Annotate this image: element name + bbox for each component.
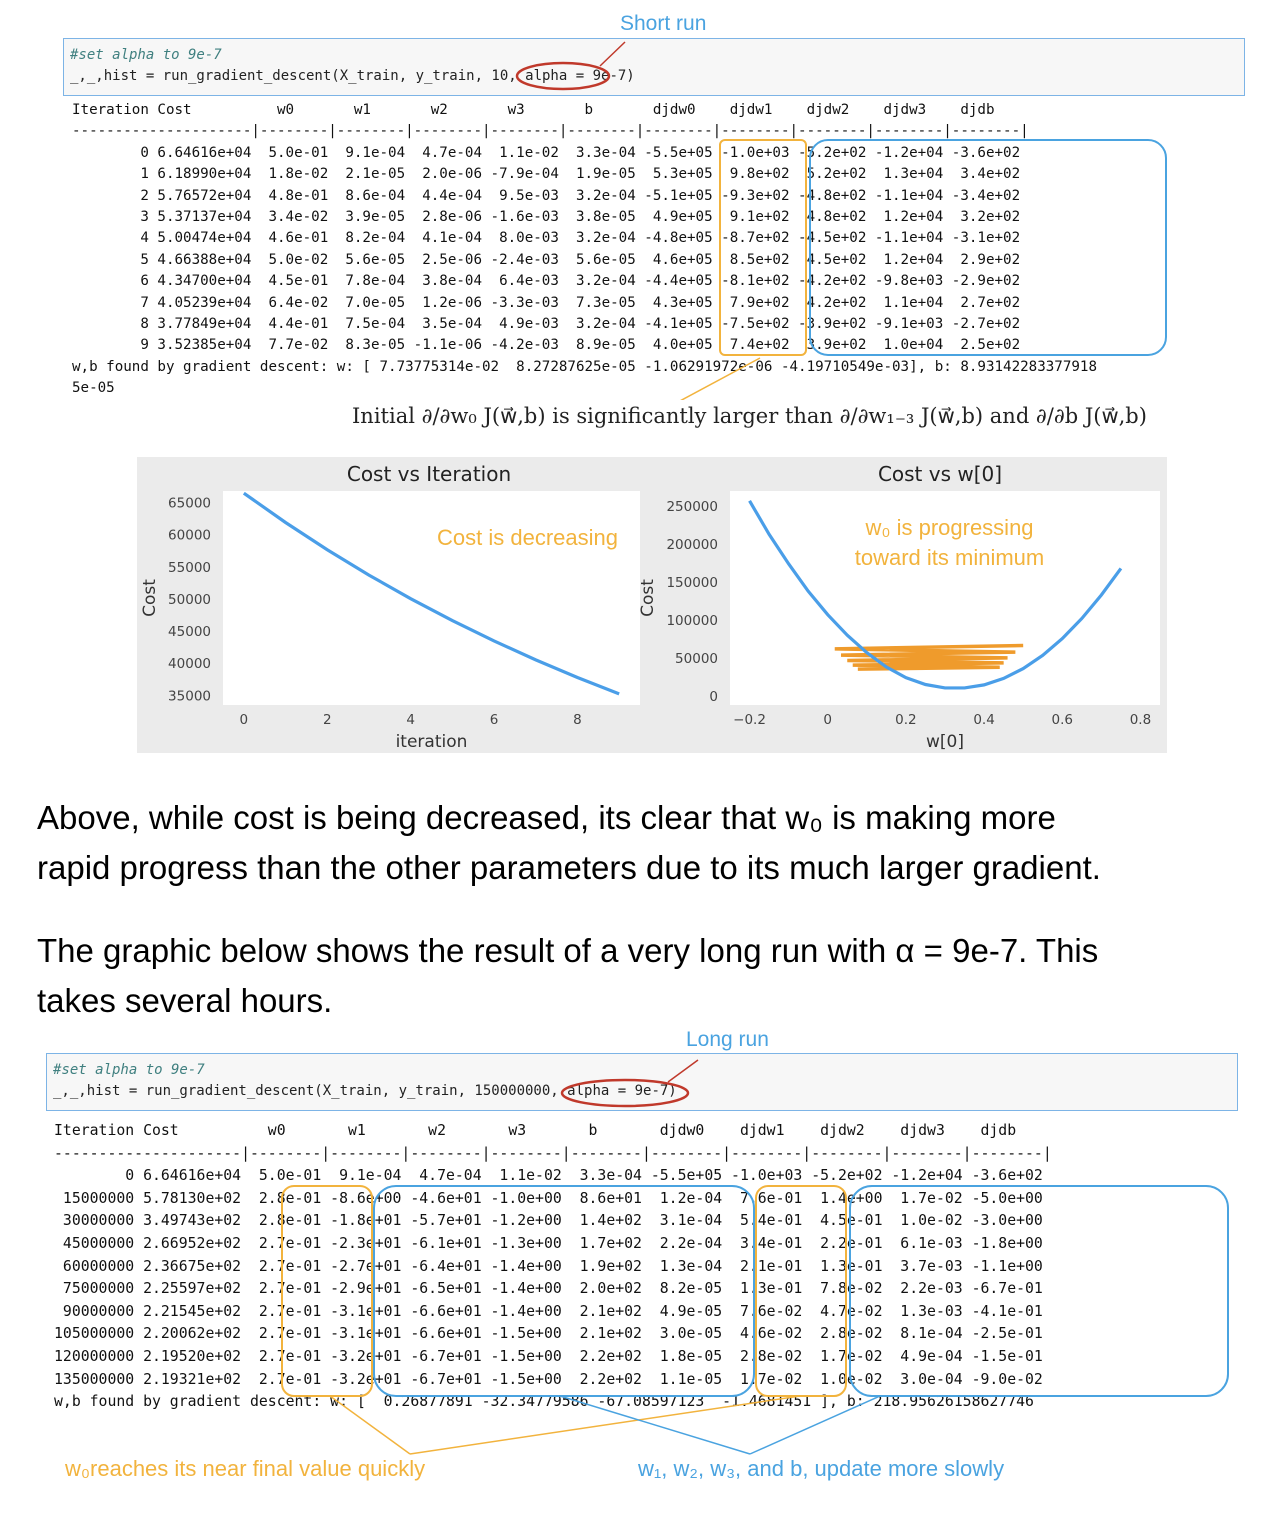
chart-0-xtick-label: 6: [490, 712, 499, 728]
chart-0-ytick-label: 45000: [168, 624, 211, 640]
w0-arrow-2: [409, 1395, 801, 1455]
long-run-arrow: [667, 1059, 699, 1083]
chart-0-title: Cost vs Iteration: [347, 462, 511, 486]
w0-highlight-box: [281, 1185, 373, 1397]
chart-0-ytick-label: 65000: [168, 496, 211, 512]
w0-arrow-1: [329, 1395, 411, 1455]
w0-descent-path: [834, 643, 1024, 671]
chart-1-ytick-label: 100000: [666, 613, 718, 629]
paragraph-2: The graphic below shows the result of a …: [37, 926, 1098, 1026]
chart-1-xlabel: w[0]: [926, 732, 964, 752]
short-run-highlights: [515, 41, 1167, 400]
chart-0-xtick-label: 8: [573, 712, 582, 728]
chart-1-ytick-label: 150000: [666, 575, 718, 591]
chart-1-xtick-label: 0.2: [895, 712, 916, 728]
paragraph-2-line-1: The graphic below shows the result of a …: [37, 932, 1099, 969]
chart-1-xtick-label: −0.2: [733, 712, 766, 728]
others-arrow-1: [559, 1395, 751, 1455]
w0-quick-annotation: w₀reaches its near final value quickly: [65, 1456, 426, 1481]
short-run-arrow: [599, 41, 626, 67]
chart-0-xtick-label: 2: [323, 712, 332, 728]
charts-svg: Cost vs Iteration iteration Cost 0 2 4 6 8 35000…: [140, 462, 1160, 752]
cost-vs-w0-curve: [748, 500, 1123, 690]
others-slow-annotation: w₁, w₂, w₃, and b, update more slowly: [638, 1456, 1005, 1481]
short-run-code-cell[interactable]: #set alpha to 9e-7 _,_,hist = run_gradie…: [63, 38, 1245, 96]
chart-0-ytick-label: 35000: [168, 688, 211, 704]
initial-gradient-note: Initial ∂/∂w₀ J(w⃗,b) is significantly l…: [352, 404, 1147, 428]
chart-0-ylabel: Cost: [140, 579, 160, 617]
paragraph-1: Above, while cost is being decreased, it…: [37, 793, 1101, 893]
chart-1-ytick-label: 250000: [666, 499, 718, 515]
paragraph-2-line-2: takes several hours.: [37, 982, 333, 1019]
short-run-label: Short run: [620, 12, 707, 35]
others-arrow-2: [749, 1395, 881, 1455]
long-run-code-call: _,_,hist = run_gradient_descent(X_train,…: [53, 1083, 677, 1099]
long-run-label: Long run: [686, 1028, 769, 1051]
other-gradients-long-highlight-box: [849, 1185, 1229, 1397]
chart-0-ytick-label: 40000: [168, 656, 211, 672]
long-run-highlights: [281, 1059, 1229, 1455]
initial-note-arrow: [680, 357, 761, 400]
djdw0-highlight-box: [719, 139, 807, 356]
long-run-code-comment: #set alpha to 9e-7: [53, 1062, 205, 1078]
cost-vs-iteration-line: [242, 491, 620, 696]
paragraph-1-line-1: Above, while cost is being decreased, it…: [37, 799, 1056, 836]
chart-0-ytick-label: 55000: [168, 560, 211, 576]
iterations-highlight-ellipse: [515, 61, 611, 91]
chart-0-xtick-label: 4: [406, 712, 415, 728]
chart-1-ytick-label: 0: [709, 689, 718, 705]
chart-0-ytick-label: 60000: [168, 528, 211, 544]
chart-1-xtick-label: 0.6: [1052, 712, 1073, 728]
short-run-code-call: _,_,hist = run_gradient_descent(X_train,…: [70, 68, 635, 84]
chart-1-xtick-label: 0.8: [1130, 712, 1151, 728]
chart-1-ylabel: Cost: [638, 579, 658, 617]
long-run-output: Iteration Cost w0 w1 w2 w3 b djdw0 djdw1…: [54, 1122, 1052, 1411]
djdw0-long-highlight-box: [755, 1185, 847, 1397]
w-b-highlight-box: [373, 1185, 755, 1397]
short-run-output: Iteration Cost w0 w1 w2 w3 b djdw0 djdw1…: [72, 102, 1097, 397]
chart-0-ytick-label: 50000: [168, 592, 211, 608]
other-gradients-highlight-box: [809, 139, 1167, 356]
chart-1-ytick-label: 50000: [675, 651, 718, 667]
chart-0-xlabel: iteration: [396, 732, 468, 752]
chart-0-xtick-label: 0: [240, 712, 249, 728]
chart-1-title: Cost vs w[0]: [878, 462, 1002, 486]
chart-1-xtick-label: 0.4: [973, 712, 994, 728]
paragraph-1-line-2: rapid progress than the other parameters…: [37, 849, 1101, 886]
long-iterations-highlight-ellipse: [560, 1078, 690, 1108]
chart-1-ytick-label: 200000: [666, 537, 718, 553]
chart-1-xtick-label: 0: [823, 712, 832, 728]
cost-decreasing-annotation: Cost is decreasing: [437, 525, 618, 550]
long-run-code-cell[interactable]: #set alpha to 9e-7 _,_,hist = run_gradie…: [46, 1053, 1238, 1111]
short-run-code-comment: #set alpha to 9e-7: [70, 47, 222, 63]
w0-progress-annotation: w₀ is progressing toward its minimum: [854, 515, 1045, 570]
